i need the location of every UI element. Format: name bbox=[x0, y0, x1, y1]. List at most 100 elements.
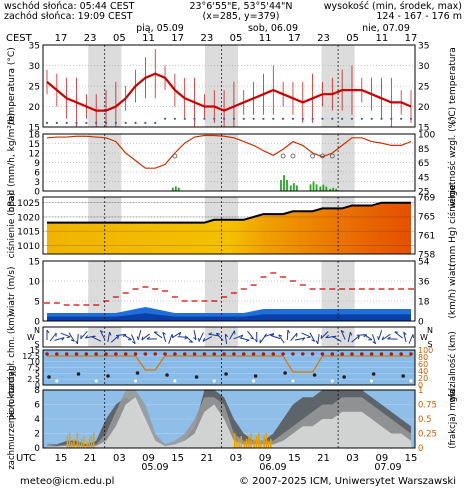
wind-direction-arrow bbox=[387, 336, 398, 340]
wind-arrow-head bbox=[245, 339, 250, 342]
cloud-base-dot bbox=[106, 374, 110, 378]
temperature-line bbox=[46, 72, 412, 112]
wind-arrow-shaft bbox=[49, 332, 57, 342]
hour-tick-label-top: 23 bbox=[317, 33, 330, 44]
dew-point-dot bbox=[360, 117, 363, 120]
fog-bar bbox=[90, 436, 93, 448]
hour-tick-label-bottom: 09 bbox=[259, 453, 272, 464]
precip-prob-marker bbox=[320, 153, 325, 159]
y-tick-label-right: 0 bbox=[418, 444, 423, 454]
footer-email[interactable]: meteo@icm.edu.pl bbox=[20, 476, 114, 487]
hour-tick-label-top: 17 bbox=[405, 33, 418, 44]
precip-bar bbox=[174, 186, 177, 191]
elevation-label: wysokość (min, środek, max) bbox=[324, 1, 462, 12]
y-tick-label-right: 1 bbox=[418, 386, 423, 396]
wind-arrow-head bbox=[66, 336, 71, 339]
cloud-base-dot bbox=[283, 371, 287, 375]
y-tick-label-right: 0 bbox=[418, 381, 423, 390]
precip-prob-marker bbox=[172, 153, 178, 159]
precip-bar bbox=[171, 187, 174, 191]
fog-bar bbox=[71, 442, 73, 448]
wind-arrow-shaft bbox=[290, 332, 298, 342]
fog-bar bbox=[260, 442, 262, 448]
wind-arrow-shaft bbox=[137, 330, 142, 340]
cloud-top-dot bbox=[330, 352, 335, 356]
wind-arrow-head bbox=[325, 334, 329, 339]
y-tick-label-right: 80 bbox=[418, 353, 428, 362]
cloud-base-dot bbox=[165, 373, 169, 377]
wind-arrow-shaft bbox=[153, 331, 163, 339]
wind-arrow-shaft bbox=[208, 333, 219, 337]
fog-bar bbox=[263, 436, 265, 448]
cloud-base-dot bbox=[47, 375, 51, 379]
y-tick-label-right: 25 bbox=[418, 83, 429, 93]
hour-tick-label-bottom: 21 bbox=[84, 453, 97, 464]
dew-point-dot bbox=[390, 117, 393, 120]
panel-border bbox=[42, 260, 416, 322]
cloud-top-dot bbox=[123, 352, 128, 356]
cloud-base-dot bbox=[194, 375, 199, 379]
wind-arrow-head bbox=[136, 336, 139, 340]
cloud-top-dot bbox=[104, 352, 108, 356]
wind-arrow-head bbox=[287, 329, 291, 334]
wind-arrow-shaft bbox=[371, 334, 377, 344]
wind-arrow-shaft bbox=[264, 332, 275, 338]
y-tick-label: 15 bbox=[29, 258, 40, 268]
dew-point-dot bbox=[75, 121, 78, 124]
wind-arrow-head bbox=[61, 337, 65, 341]
pressure-line bbox=[47, 201, 411, 224]
wind-direction-arrow bbox=[309, 332, 316, 342]
dew-point-dot bbox=[350, 117, 354, 120]
y-axis-label: ciśnienie (hPa) bbox=[6, 193, 17, 259]
fog-bar bbox=[92, 433, 95, 448]
panel-border bbox=[42, 44, 416, 128]
wind-direction-arrow bbox=[107, 331, 112, 343]
cloud-top-dot bbox=[360, 352, 364, 356]
dew-point-dot bbox=[380, 117, 383, 120]
wind-arrow-shaft bbox=[141, 333, 150, 341]
wind-arrow-head bbox=[189, 341, 193, 343]
y-tick-label: 15 bbox=[30, 346, 40, 355]
wind-direction-arrow bbox=[224, 333, 229, 345]
coords-text: 23°6'55"E, 53°5'44"N bbox=[189, 1, 292, 12]
wind-arrow-head bbox=[394, 331, 399, 333]
y-tick-label: 30 bbox=[29, 62, 41, 72]
precip-bar bbox=[335, 188, 338, 191]
wind-arrow-shaft bbox=[301, 332, 311, 338]
hour-tick-label-top: 17 bbox=[288, 33, 301, 44]
hour-tick-label-top: 05 bbox=[113, 33, 126, 44]
wind-arrow-shaft bbox=[340, 330, 346, 340]
cloud-cover-area bbox=[47, 397, 411, 448]
wind-direction-arrow bbox=[270, 333, 281, 340]
cloud-low-dot bbox=[212, 379, 216, 383]
day-label-top: sob, 06.09 bbox=[248, 23, 298, 34]
wind-arrow-head bbox=[315, 340, 319, 345]
y-tick-label-right: 25 bbox=[418, 188, 429, 198]
wind-arrow-head bbox=[250, 337, 254, 340]
wind-arrow-shaft bbox=[193, 330, 197, 340]
wind-arrow-shaft bbox=[247, 330, 255, 340]
hour-tick-label-bottom: 21 bbox=[200, 453, 213, 464]
y-tick-label: 0 bbox=[34, 444, 40, 454]
y-axis-label-right: widzialność (km) bbox=[447, 331, 458, 402]
wind-direction-arrow bbox=[91, 335, 102, 342]
wind-direction-arrow bbox=[80, 330, 88, 340]
dew-point-dot bbox=[163, 117, 167, 120]
y-tick-label: 15 bbox=[29, 124, 40, 134]
fog-bar bbox=[248, 436, 250, 448]
fog-bar bbox=[83, 436, 85, 448]
wind-arrow-head bbox=[377, 336, 380, 340]
cloud-base-dot bbox=[224, 372, 228, 376]
y-axis-label: temperatura (°C) bbox=[7, 47, 17, 124]
wind-arrow-shaft bbox=[351, 335, 360, 343]
cloud-top-dot bbox=[84, 352, 89, 356]
dew-point-dot bbox=[331, 117, 334, 120]
cloud-top-dot bbox=[409, 352, 413, 356]
cloud-base-dot bbox=[253, 374, 258, 378]
wind-arrow-head bbox=[46, 329, 50, 334]
cloud-top-dot bbox=[182, 352, 187, 356]
y-tick-label: 4 bbox=[34, 415, 40, 425]
dew-point-dot bbox=[154, 121, 157, 124]
y-tick-label: 6 bbox=[34, 401, 40, 411]
hour-tick-label-top: 11 bbox=[259, 33, 272, 44]
